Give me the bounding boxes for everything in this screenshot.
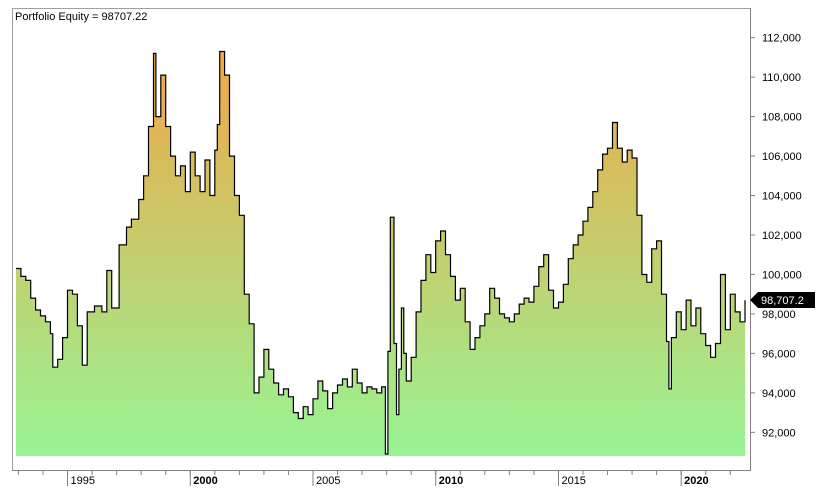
equity-line xyxy=(16,50,746,455)
y-tick-label: 96,000 xyxy=(762,348,796,360)
y-tick-label: 112,000 xyxy=(762,33,801,45)
last-value-label: 98,707.2 xyxy=(761,295,804,307)
y-tick-label: 100,000 xyxy=(762,269,802,281)
x-tick-label: 2015 xyxy=(561,475,585,487)
x-tick-label: 2020 xyxy=(684,475,708,487)
equity-area xyxy=(16,51,745,456)
x-tick-label: 2005 xyxy=(316,475,340,487)
x-tick-label: 1995 xyxy=(71,475,95,487)
chart-title: Portfolio Equity = 98707.22 xyxy=(15,11,147,23)
y-tick-label: 106,000 xyxy=(762,151,802,163)
y-tick-label: 102,000 xyxy=(762,230,802,242)
last-value-tag: 98,707.2 xyxy=(750,291,815,308)
y-tick-label: 98,000 xyxy=(762,309,796,321)
y-tick-label: 92,000 xyxy=(762,427,796,439)
y-tick-label: 108,000 xyxy=(762,112,802,124)
y-tick-label: 104,000 xyxy=(762,191,802,203)
x-tick-label: 2010 xyxy=(439,475,463,487)
x-tick-label: 2000 xyxy=(193,475,217,487)
last-value-tag-background xyxy=(750,291,815,308)
y-tick-label: 110,000 xyxy=(762,72,801,84)
y-axis: 92,000 94,000 96,000 98,000 100,000 102,000 10… xyxy=(750,33,802,439)
x-axis: 1995 2000 2005 2010 2015 2020 xyxy=(17,471,731,487)
y-tick-label: 94,000 xyxy=(762,388,796,400)
